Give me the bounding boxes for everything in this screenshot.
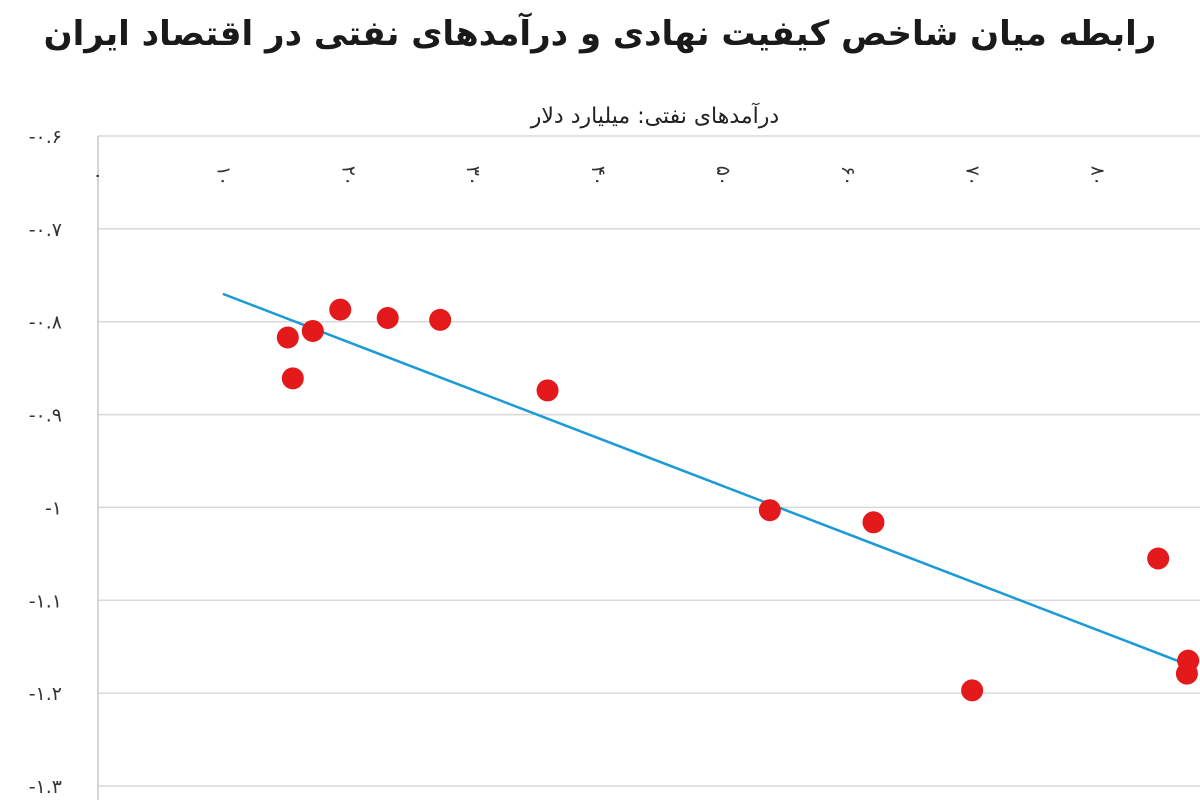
y-tick-label: -۱.۲ (29, 683, 62, 705)
data-point (1175, 662, 1198, 685)
x-tick-label: ۲۰ (337, 166, 359, 186)
x-tick-label: ۶۰ (837, 166, 859, 186)
chart-title: رابطه میان شاخص کیفیت نهادی و درآمدهای ن… (43, 14, 1157, 54)
y-tick-label: -۰.۶ (29, 126, 62, 148)
data-point (536, 379, 559, 402)
x-tick-label: ۸۰ (1087, 166, 1109, 186)
x-axis-title: درآمدهای نفتی: میلیارد دلار (530, 104, 780, 129)
data-point (329, 298, 352, 321)
data-point (862, 511, 885, 534)
y-tick-label: -۰.۸ (29, 312, 62, 334)
data-point (961, 679, 984, 702)
y-tick-label: -۱.۱ (29, 590, 62, 612)
y-tick-labels: -۰.۶ -۰.۷ -۰.۸ -۰.۹ -۱ -۱.۱ -۱.۲ -۱.۳ (29, 126, 62, 798)
trendline-layer (222, 292, 1185, 665)
y-tick-label: -۰.۷ (29, 219, 62, 241)
y-tick-label: -۱.۳ (29, 776, 62, 798)
data-point (281, 367, 304, 390)
data-point (301, 320, 324, 342)
trendline (222, 292, 1185, 665)
data-point (429, 308, 452, 331)
x-tick-label: ۳۰ (462, 166, 484, 186)
data-point (758, 499, 781, 522)
data-point (276, 326, 299, 349)
data-point (1147, 547, 1170, 570)
data-point (376, 307, 399, 329)
y-tick-label: -۱ (45, 497, 62, 519)
x-tick-label: ۷۰ (962, 166, 984, 186)
x-tick-labels: ۰ ۱۰ ۲۰ ۳۰ ۴۰ ۵۰ ۶۰ ۷۰ ۸۰ (88, 166, 1109, 186)
data-points (276, 298, 1200, 702)
x-tick-label: ۴۰ (587, 166, 609, 186)
gridlines (98, 135, 1200, 787)
x-tick-label: ۵۰ (712, 166, 734, 186)
y-tick-label: -۰.۹ (29, 405, 62, 427)
x-tick-label: ۱۰ (212, 166, 234, 186)
x-tick-label: ۰ (88, 171, 110, 181)
